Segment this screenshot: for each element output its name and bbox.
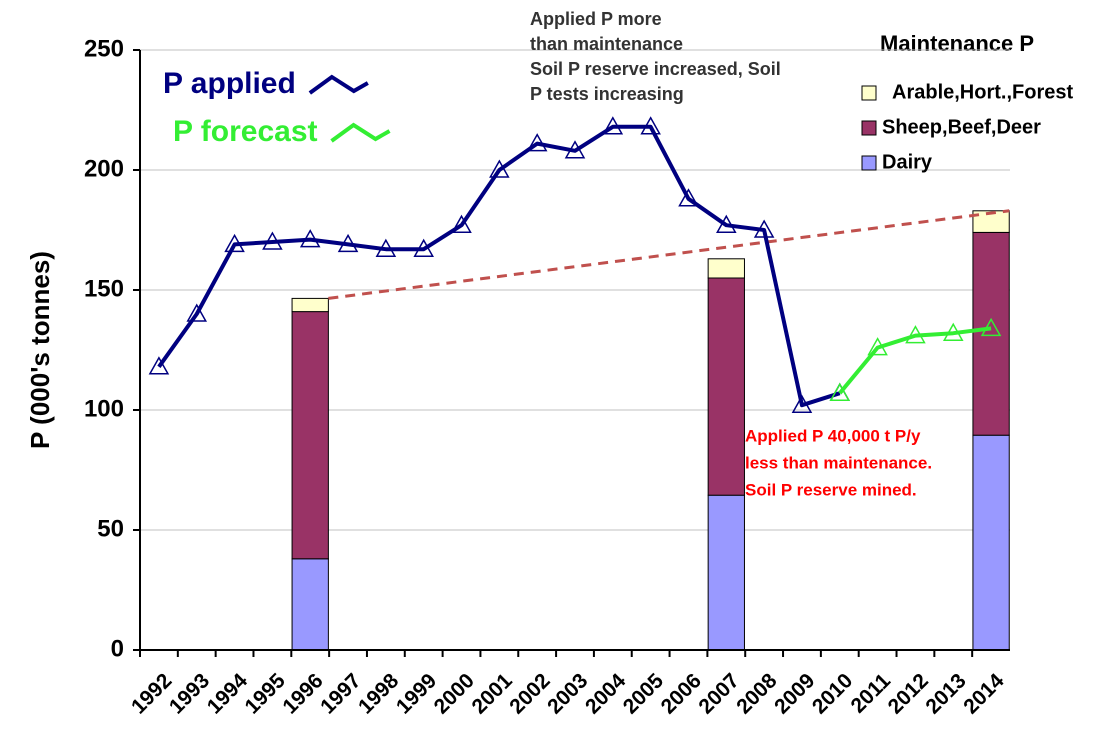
marker	[148, 356, 170, 375]
bar-segment	[972, 231, 1010, 436]
line-series	[157, 124, 841, 408]
y-axis-label: P (000's tonnes)	[25, 251, 55, 449]
marker	[905, 325, 926, 344]
marker	[791, 394, 813, 413]
marker	[489, 159, 510, 178]
x-tick-label: 1999	[392, 669, 441, 718]
x-tick-label: 2010	[808, 669, 857, 718]
bar-segment	[291, 297, 329, 313]
legend-swatch	[861, 85, 877, 101]
x-tick-label: 1992	[127, 669, 176, 718]
trend-line	[328, 209, 1010, 300]
x-tick-label: 2004	[581, 669, 631, 719]
x-tick-label: 2007	[694, 669, 743, 718]
annotation: Applied P more	[530, 9, 662, 29]
marker	[980, 317, 1002, 337]
bar-segment	[972, 434, 1010, 651]
marker	[526, 133, 548, 152]
marker	[602, 116, 624, 135]
y-tick-label: 100	[84, 395, 124, 422]
x-tick-label: 2008	[732, 669, 782, 719]
legend-swatch	[861, 155, 877, 171]
marker	[564, 140, 586, 159]
marker	[451, 214, 472, 233]
x-tick-label: 1998	[354, 669, 404, 719]
x-tick-label: 2006	[657, 669, 706, 718]
x-tick-label: 2002	[505, 669, 554, 718]
legend-title: Maintenance P	[880, 31, 1034, 56]
legend-label: Dairy	[882, 151, 933, 173]
legend-label: Arable,Hort.,Forest	[892, 81, 1073, 103]
annotation: than maintenance	[530, 34, 683, 54]
marker	[375, 238, 397, 257]
marker	[829, 382, 851, 401]
x-tick-label: 2011	[847, 669, 896, 718]
marker	[867, 337, 888, 356]
annotation: Soil P reserve increased, Soil	[530, 59, 781, 79]
annotation: P tests increasing	[530, 84, 684, 104]
bar-segment	[707, 494, 745, 651]
marker	[337, 233, 359, 253]
x-tick-label: 2009	[770, 669, 819, 718]
legend-label: P applied	[163, 67, 296, 100]
marker	[186, 303, 208, 322]
marker	[413, 238, 434, 257]
x-tick-label: 1997	[316, 669, 365, 718]
x-tick-label: 2003	[543, 669, 592, 718]
line-series	[838, 326, 992, 395]
x-tick-label: 1994	[203, 669, 253, 719]
x-tick-label: 2012	[884, 669, 933, 718]
marker	[262, 231, 283, 250]
x-tick-label: 2001	[468, 669, 518, 719]
x-tick-label: 1996	[278, 669, 327, 718]
legend-swatch	[308, 74, 369, 95]
marker	[753, 219, 775, 238]
x-tick-label: 1993	[165, 669, 214, 718]
legend-label: P forecast	[173, 115, 318, 148]
y-tick-label: 150	[84, 275, 124, 302]
annotation: Applied P 40,000 t P/y	[745, 426, 921, 445]
y-tick-label: 0	[111, 635, 124, 662]
marker	[640, 116, 661, 135]
legend-label: Sheep,Beef,Deer	[882, 116, 1041, 138]
marker	[299, 229, 321, 248]
bar-segment	[707, 277, 745, 496]
bar-segment	[291, 558, 329, 651]
marker	[678, 188, 699, 207]
y-tick-label: 200	[84, 155, 124, 182]
marker	[224, 233, 245, 253]
x-tick-label: 2000	[430, 669, 479, 718]
annotation: less than maintenance.	[745, 453, 932, 472]
bar-segment	[291, 311, 329, 560]
x-tick-label: 2005	[619, 669, 669, 719]
legend-swatch	[861, 120, 877, 136]
legend-swatch	[330, 122, 391, 143]
y-tick-label: 50	[97, 515, 124, 542]
x-tick-label: 1995	[241, 669, 291, 719]
x-tick-label: 2013	[921, 669, 970, 718]
marker	[716, 214, 737, 233]
bar-segment	[972, 210, 1010, 233]
y-tick-label: 250	[84, 35, 124, 62]
bar-segment	[707, 258, 745, 279]
annotation: Soil P reserve mined.	[745, 480, 917, 499]
marker	[942, 322, 964, 341]
x-tick-label: 2014	[959, 669, 1009, 719]
